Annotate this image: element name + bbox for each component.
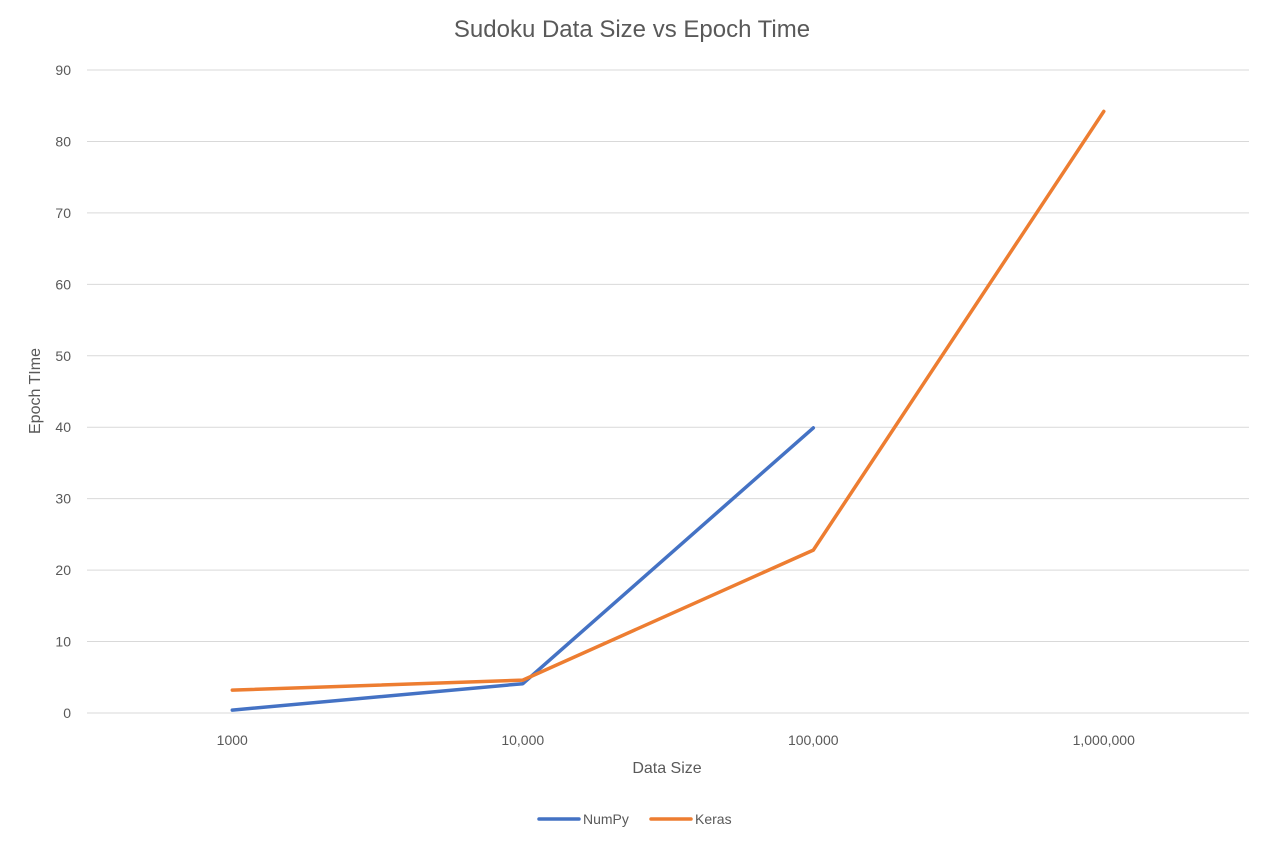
y-tick-label: 70 bbox=[55, 205, 71, 221]
legend-label: Keras bbox=[695, 811, 732, 827]
legend: NumPy Keras bbox=[537, 811, 732, 827]
x-tick-label: 100,000 bbox=[788, 732, 839, 748]
y-tick-label: 20 bbox=[55, 562, 71, 578]
legend-item-numpy: NumPy bbox=[537, 811, 629, 827]
y-tick-label: 30 bbox=[55, 491, 71, 507]
legend-item-keras: Keras bbox=[649, 811, 732, 827]
x-axis-label: Data Size bbox=[632, 760, 701, 777]
y-tick-label: 10 bbox=[55, 634, 71, 650]
y-tick-label: 60 bbox=[55, 276, 71, 292]
y-axis-ticks: 0 10 20 30 40 50 60 70 80 90 bbox=[55, 62, 71, 721]
y-axis-label: Epoch TIme bbox=[27, 348, 44, 434]
series-line-keras bbox=[230, 109, 1106, 692]
y-tick-label: 0 bbox=[63, 705, 71, 721]
y-tick-label: 40 bbox=[55, 419, 71, 435]
x-tick-label: 10,000 bbox=[501, 732, 544, 748]
chart-title: Sudoku Data Size vs Epoch Time bbox=[454, 16, 810, 43]
x-axis-ticks: 1000 10,000 100,000 1,000,000 bbox=[217, 732, 1135, 748]
y-tick-label: 80 bbox=[55, 133, 71, 149]
y-tick-label: 90 bbox=[55, 62, 71, 78]
legend-label: NumPy bbox=[583, 811, 629, 827]
series-lines bbox=[230, 109, 1106, 712]
gridlines bbox=[87, 69, 1249, 714]
series-line-numpy bbox=[230, 426, 816, 712]
x-tick-label: 1000 bbox=[217, 732, 248, 748]
x-tick-label: 1,000,000 bbox=[1073, 732, 1135, 748]
y-tick-label: 50 bbox=[55, 348, 71, 364]
